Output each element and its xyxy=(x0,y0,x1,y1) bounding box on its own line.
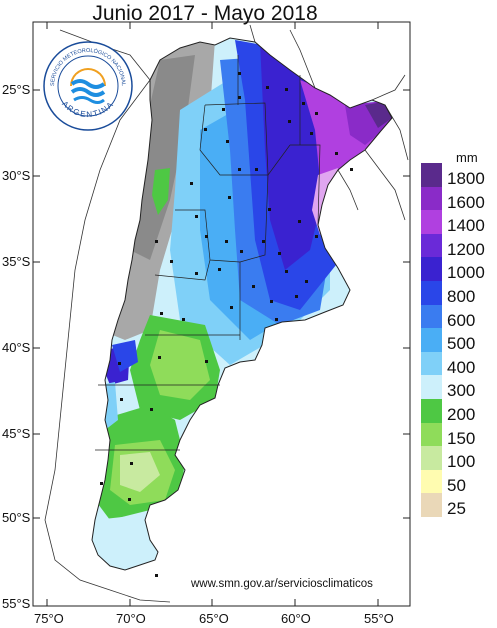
lat-label-55s: 55°S xyxy=(2,596,31,611)
station-dots xyxy=(100,72,353,577)
legend-label: 300 xyxy=(447,381,476,401)
legend-label: 200 xyxy=(447,404,476,424)
smn-logo-icon: SERVICIO METEOROLÓGICO NACIONAL ARGENTIN… xyxy=(43,41,133,131)
legend-label: 800 xyxy=(447,286,476,306)
argentina-outline xyxy=(91,37,393,571)
legend-swatch xyxy=(421,257,442,281)
legend-swatch xyxy=(421,422,442,447)
legend-swatch xyxy=(421,398,442,423)
lon-label-55o: 55°O xyxy=(364,611,394,626)
legend-label: 600 xyxy=(447,310,476,330)
legend-label: 100 xyxy=(447,452,476,472)
legend-label: 400 xyxy=(447,357,476,377)
lat-label-25s: 25°S xyxy=(2,82,31,97)
legend-swatch xyxy=(421,280,442,305)
legend-swatch xyxy=(421,186,442,211)
legend-label: 25 xyxy=(447,499,466,519)
lat-label-30s: 30°S xyxy=(2,168,31,183)
legend-swatch xyxy=(421,210,442,234)
legend-unit: mm xyxy=(456,150,478,165)
legend-swatch xyxy=(421,469,442,494)
legend-label: 1600 xyxy=(447,192,485,212)
lon-label-60o: 60°O xyxy=(281,611,311,626)
legend-swatch xyxy=(421,304,442,329)
legend-swatch xyxy=(421,233,442,258)
legend-swatch xyxy=(421,375,442,399)
legend-label: 150 xyxy=(447,428,476,448)
legend-label: 1200 xyxy=(447,239,485,259)
legend-swatch xyxy=(421,351,442,376)
legend-label: 1800 xyxy=(447,169,485,188)
lon-label-65o: 65°O xyxy=(199,611,229,626)
lat-label-40s: 40°S xyxy=(2,340,31,355)
lon-label-75o: 75°O xyxy=(34,611,64,626)
lat-label-35s: 35°S xyxy=(2,254,31,269)
legend-swatch xyxy=(421,328,442,352)
legend-swatch xyxy=(421,163,442,187)
legend-label: 500 xyxy=(447,334,476,354)
legend-label: 1000 xyxy=(447,263,485,283)
lat-label-45s: 45°S xyxy=(2,426,31,441)
neighbour-outlines xyxy=(44,24,409,603)
credit-url: www.smn.gov.ar/serviciosclimaticos xyxy=(191,578,373,590)
lat-label-50s: 50°S xyxy=(2,510,31,525)
graticule-ticks xyxy=(33,22,410,606)
map-title: Junio 2017 - Mayo 2018 xyxy=(92,2,318,25)
legend-swatch xyxy=(421,493,442,517)
legend-swatch xyxy=(421,446,442,470)
legend-label: 50 xyxy=(447,475,466,495)
lon-label-70o: 70°O xyxy=(116,611,146,626)
legend-label: 1400 xyxy=(447,216,485,236)
